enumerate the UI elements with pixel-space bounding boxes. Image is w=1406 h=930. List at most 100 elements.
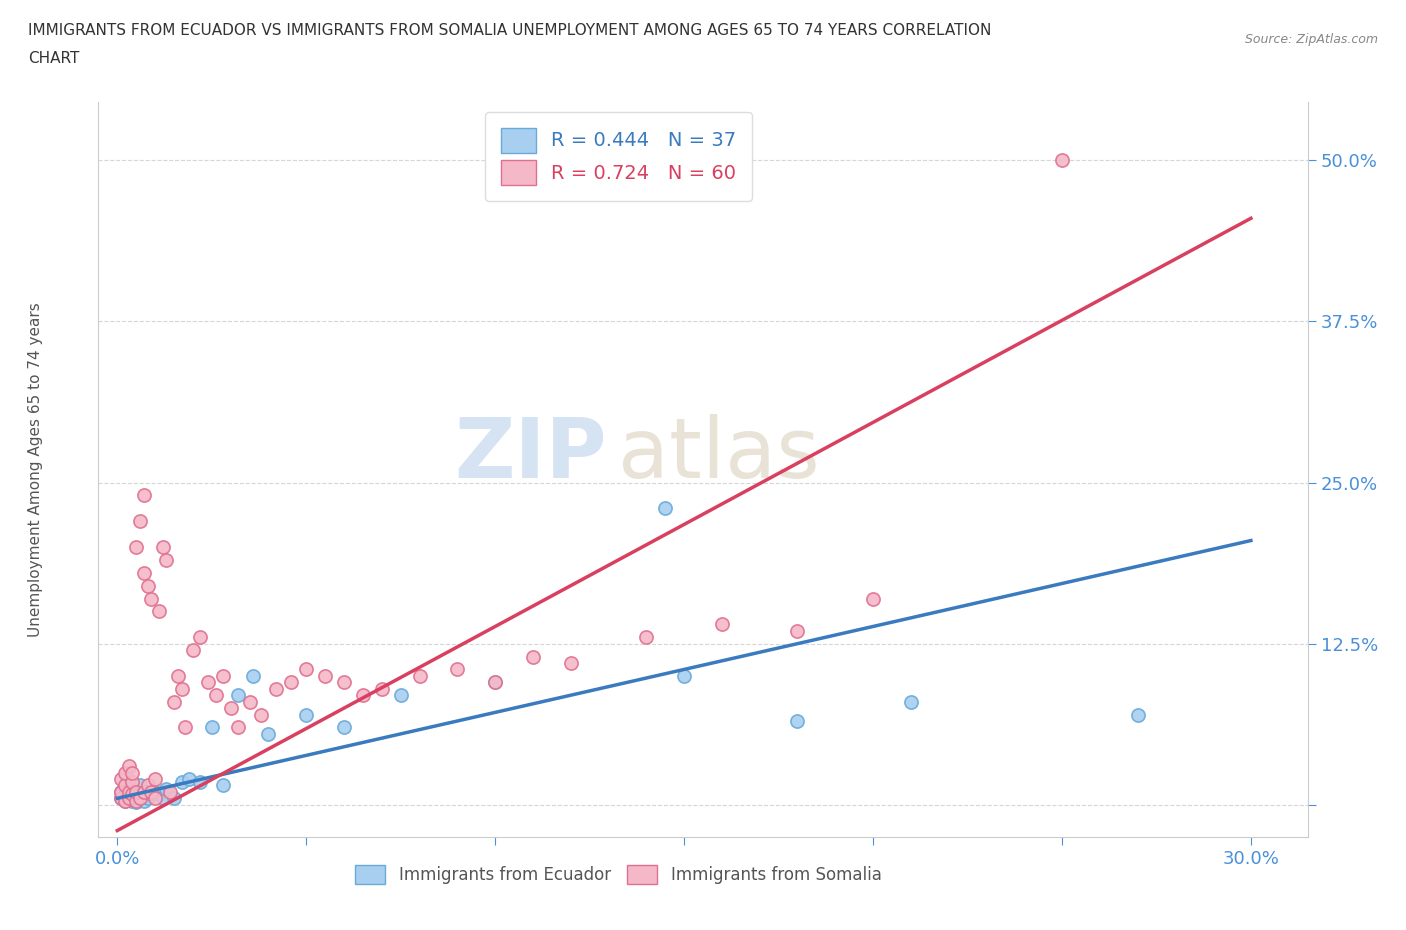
Point bbox=[179, 772, 201, 787]
Point bbox=[132, 784, 155, 799]
Point bbox=[239, 694, 262, 709]
Point bbox=[143, 790, 166, 805]
Point bbox=[166, 669, 188, 684]
Point bbox=[125, 539, 148, 554]
Point bbox=[110, 772, 132, 787]
Point bbox=[129, 778, 152, 793]
Point bbox=[125, 784, 148, 799]
Point bbox=[786, 623, 808, 638]
Point bbox=[143, 784, 166, 799]
Point bbox=[170, 774, 193, 789]
Point bbox=[900, 694, 922, 709]
Point bbox=[155, 552, 177, 567]
Text: atlas: atlas bbox=[619, 415, 820, 496]
Point bbox=[110, 784, 132, 799]
Point bbox=[141, 591, 163, 606]
Point bbox=[136, 790, 159, 805]
Point bbox=[143, 772, 166, 787]
Point bbox=[132, 793, 155, 808]
Point bbox=[654, 501, 676, 516]
Point bbox=[257, 726, 280, 741]
Point bbox=[141, 784, 163, 799]
Point bbox=[125, 795, 148, 810]
Point bbox=[114, 793, 136, 808]
Point bbox=[152, 790, 174, 805]
Point bbox=[121, 765, 143, 780]
Point bbox=[786, 713, 808, 728]
Point bbox=[132, 565, 155, 580]
Point bbox=[121, 774, 143, 789]
Point bbox=[352, 688, 374, 703]
Point bbox=[333, 675, 356, 690]
Point bbox=[446, 662, 468, 677]
Point bbox=[118, 790, 141, 805]
Point bbox=[125, 784, 148, 799]
Point bbox=[174, 720, 197, 735]
Point bbox=[148, 604, 170, 618]
Point bbox=[181, 643, 204, 658]
Point bbox=[155, 782, 177, 797]
Point bbox=[121, 789, 143, 804]
Point bbox=[114, 793, 136, 808]
Point bbox=[118, 790, 141, 805]
Point bbox=[121, 793, 143, 808]
Text: Source: ZipAtlas.com: Source: ZipAtlas.com bbox=[1244, 33, 1378, 46]
Point bbox=[212, 669, 235, 684]
Point bbox=[314, 669, 336, 684]
Point bbox=[295, 707, 318, 722]
Point bbox=[226, 720, 249, 735]
Point bbox=[121, 787, 143, 802]
Point bbox=[1126, 707, 1149, 722]
Point bbox=[484, 675, 506, 690]
Point bbox=[129, 790, 152, 805]
Point bbox=[201, 720, 224, 735]
Point bbox=[110, 790, 132, 805]
Point bbox=[136, 578, 159, 593]
Point bbox=[190, 630, 212, 644]
Point bbox=[371, 682, 394, 697]
Point bbox=[264, 682, 287, 697]
Point bbox=[129, 513, 152, 528]
Text: IMMIGRANTS FROM ECUADOR VS IMMIGRANTS FROM SOMALIA UNEMPLOYMENT AMONG AGES 65 TO: IMMIGRANTS FROM ECUADOR VS IMMIGRANTS FR… bbox=[28, 23, 991, 38]
Point bbox=[389, 688, 412, 703]
Point bbox=[484, 675, 506, 690]
Point bbox=[197, 675, 219, 690]
Point bbox=[636, 630, 658, 644]
Point bbox=[170, 682, 193, 697]
Point bbox=[250, 707, 273, 722]
Point bbox=[152, 539, 174, 554]
Point bbox=[118, 784, 141, 799]
Point bbox=[148, 787, 170, 802]
Point bbox=[125, 793, 148, 808]
Point bbox=[118, 782, 141, 797]
Y-axis label: Unemployment Among Ages 65 to 74 years: Unemployment Among Ages 65 to 74 years bbox=[28, 302, 42, 637]
Point bbox=[212, 778, 235, 793]
Point bbox=[114, 787, 136, 802]
Point bbox=[333, 720, 356, 735]
Point bbox=[204, 688, 226, 703]
Point bbox=[110, 784, 132, 799]
Point bbox=[862, 591, 884, 606]
Point bbox=[190, 774, 212, 789]
Point bbox=[129, 790, 152, 805]
Point bbox=[1050, 153, 1073, 167]
Point bbox=[141, 787, 163, 802]
Point bbox=[673, 669, 696, 684]
Point bbox=[226, 688, 249, 703]
Legend: Immigrants from Ecuador, Immigrants from Somalia: Immigrants from Ecuador, Immigrants from… bbox=[349, 858, 889, 891]
Point bbox=[242, 669, 264, 684]
Point bbox=[280, 675, 302, 690]
Point bbox=[118, 759, 141, 774]
Point bbox=[114, 778, 136, 793]
Point bbox=[295, 662, 318, 677]
Point bbox=[163, 790, 186, 805]
Text: CHART: CHART bbox=[28, 51, 80, 66]
Point bbox=[159, 784, 181, 799]
Point bbox=[560, 656, 582, 671]
Point bbox=[219, 700, 242, 715]
Point bbox=[408, 669, 430, 684]
Text: ZIP: ZIP bbox=[454, 415, 606, 496]
Point bbox=[163, 694, 186, 709]
Point bbox=[114, 765, 136, 780]
Point bbox=[710, 617, 733, 631]
